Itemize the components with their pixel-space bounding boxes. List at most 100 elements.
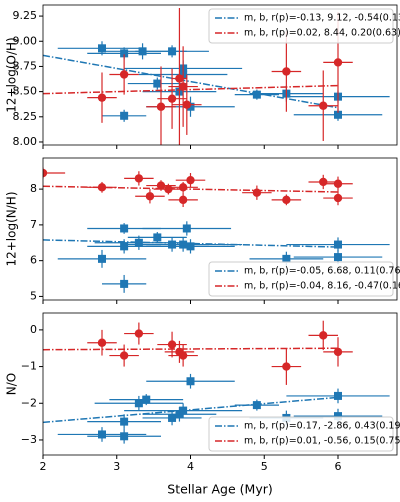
point xyxy=(252,188,262,197)
point xyxy=(178,195,188,205)
x-tick-label: 5 xyxy=(261,460,268,473)
point xyxy=(167,340,177,349)
point xyxy=(98,44,106,53)
point xyxy=(167,94,177,103)
plot-frame xyxy=(42,4,398,146)
y-tick-label: 8 xyxy=(30,182,37,195)
y-tick-label: 9.25 xyxy=(13,9,38,22)
y-tick-label: 8.50 xyxy=(13,85,38,98)
point xyxy=(282,67,291,76)
plot-area xyxy=(43,8,390,145)
point xyxy=(119,70,129,79)
plot-area xyxy=(43,167,390,293)
legend-label: m, b, r(p)=0.02, 8.44, 0.20(0.63) xyxy=(244,28,400,39)
point xyxy=(153,79,162,88)
point xyxy=(120,432,129,441)
point xyxy=(168,47,177,56)
x-tick-label: 3 xyxy=(113,460,120,473)
point xyxy=(156,181,166,190)
point xyxy=(282,362,291,371)
y-tick-label: −3 xyxy=(21,433,37,446)
point xyxy=(168,413,177,422)
fit-line xyxy=(43,84,339,95)
point xyxy=(119,351,129,360)
y-axis-label: N/O xyxy=(5,373,19,395)
x-tick-label: 2 xyxy=(40,460,47,473)
x-axis-label: Stellar Age (Myr) xyxy=(167,482,272,497)
point xyxy=(134,174,144,183)
y-tick-label: 8.25 xyxy=(13,110,38,123)
legend-label: m, b, r(p)=0.01, -0.56, 0.15(0.75) xyxy=(244,436,400,447)
point xyxy=(333,179,343,188)
x-tick-label: 4 xyxy=(187,460,194,473)
fit-line xyxy=(43,347,339,351)
legend-box xyxy=(208,261,394,297)
point xyxy=(145,192,155,201)
point xyxy=(334,412,342,421)
point xyxy=(182,100,192,109)
point xyxy=(120,417,129,426)
point xyxy=(98,430,106,439)
point xyxy=(97,338,107,347)
y-tick-label: 0 xyxy=(30,323,37,336)
y-tick-label: 5 xyxy=(30,289,37,302)
point xyxy=(179,406,188,415)
point xyxy=(182,224,191,233)
legend-label: m, b, r(p)=-0.13, 9.12, -0.54(0.13) xyxy=(244,13,400,24)
point xyxy=(333,193,343,203)
legend: m, b, r(p)=0.17, -2.86, 0.43(0.19) m, b, … xyxy=(208,416,400,452)
y-tick-label: 6 xyxy=(30,254,37,267)
point xyxy=(186,175,195,185)
y-tick-label: 8.75 xyxy=(13,59,38,72)
point xyxy=(120,279,129,288)
point xyxy=(334,110,342,119)
plot-frame xyxy=(42,157,398,301)
point xyxy=(156,102,166,111)
legend-label: m, b, r(p)=-0.04, 8.16, -0.47(0.16) xyxy=(244,281,400,292)
legend-box xyxy=(208,8,394,44)
legend: m, b, r(p)=-0.13, 9.12, -0.54(0.13) m, b,… xyxy=(208,8,400,44)
y-axis-label: 12+log(O/H) xyxy=(5,37,19,113)
point xyxy=(120,242,129,251)
point xyxy=(319,177,328,187)
fit-line xyxy=(43,185,339,193)
point xyxy=(186,102,195,111)
point xyxy=(134,238,143,247)
point xyxy=(120,49,129,58)
point xyxy=(120,111,129,120)
point xyxy=(186,377,195,386)
legend-label: m, b, r(p)=-0.05, 6.68, 0.11(0.76) xyxy=(244,266,400,277)
point xyxy=(120,224,129,233)
point xyxy=(97,93,107,102)
point xyxy=(333,58,343,67)
point xyxy=(334,240,342,249)
point xyxy=(186,242,195,251)
point xyxy=(333,347,343,357)
y-tick-label: 9.00 xyxy=(13,34,38,47)
point xyxy=(43,168,48,178)
point xyxy=(134,329,144,338)
point xyxy=(98,254,106,263)
y-axis-label: 12+log(N/H) xyxy=(5,191,19,266)
point xyxy=(252,90,261,99)
legend-box xyxy=(208,416,394,452)
point xyxy=(175,74,184,83)
point xyxy=(334,391,342,400)
point xyxy=(142,395,151,404)
y-tick-label: −1 xyxy=(21,360,37,373)
fit-line xyxy=(43,396,339,424)
point xyxy=(334,253,342,262)
point xyxy=(252,401,261,410)
point xyxy=(319,101,328,110)
point xyxy=(153,233,162,242)
y-tick-label: −2 xyxy=(21,396,37,409)
point xyxy=(178,183,188,192)
point xyxy=(319,331,328,340)
point xyxy=(178,351,188,360)
legend: m, b, r(p)=-0.05, 6.68, 0.11(0.76) m, b, … xyxy=(208,261,400,297)
y-tick-label: 7 xyxy=(30,218,37,231)
point xyxy=(179,240,188,249)
point xyxy=(97,183,107,192)
legend-label: m, b, r(p)=0.17, -2.86, 0.43(0.19) xyxy=(244,421,400,432)
